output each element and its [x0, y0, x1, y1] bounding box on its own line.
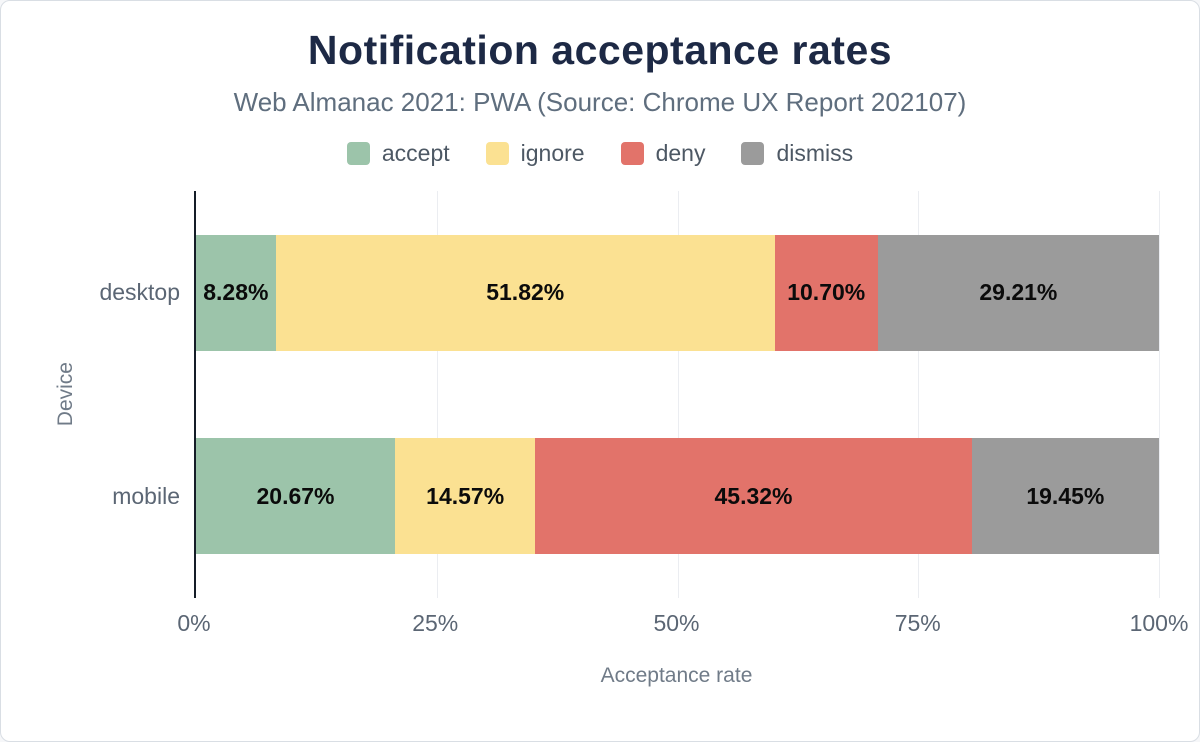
- bar-segment-mobile-deny: 45.32%: [535, 438, 972, 555]
- bar-segment-desktop-accept: 8.28%: [196, 234, 276, 351]
- x-tick-75: 75%: [894, 610, 941, 636]
- x-axis-title: Acceptance rate: [600, 664, 753, 687]
- chart-area: Device desktop mobile 8.28% 51.82% 10.70% 29…: [41, 191, 1188, 688]
- x-tick-25: 25%: [412, 610, 459, 636]
- legend-label-ignore: ignore: [520, 140, 585, 166]
- legend-item-deny: deny: [620, 140, 706, 167]
- bar-segment-mobile-accept: 20.67%: [196, 438, 396, 555]
- bar-value-label-mobile-accept: 20.67%: [256, 482, 335, 509]
- legend-label-dismiss: dismiss: [776, 140, 854, 166]
- bar-value-label-mobile-dismiss: 19.45%: [1026, 482, 1105, 509]
- gridline-50: [677, 191, 679, 598]
- bar-value-label-desktop-ignore: 51.82%: [486, 279, 565, 306]
- category-label-mobile: mobile: [112, 482, 180, 509]
- legend-label-deny: deny: [655, 140, 706, 166]
- legend-label-accept: accept: [381, 140, 450, 166]
- legend-swatch-deny: [620, 142, 644, 165]
- bar-value-label-desktop-deny: 10.70%: [787, 279, 866, 306]
- legend-swatch-accept: [346, 142, 370, 165]
- y-axis-title: Device: [54, 362, 77, 427]
- bar-value-label-mobile-ignore: 14.57%: [426, 482, 505, 509]
- bar-segment-mobile-dismiss: 19.45%: [971, 438, 1159, 555]
- bar-row-mobile: 20.67% 14.57% 45.32% 19.45%: [196, 395, 1159, 599]
- x-tick-0: 0%: [177, 610, 211, 636]
- legend-swatch-ignore: [485, 142, 509, 165]
- bar-segment-desktop-dismiss: 29.21%: [877, 234, 1160, 351]
- bar-row-desktop: 8.28% 51.82% 10.70% 29.21%: [196, 191, 1160, 395]
- bar-value-label-mobile-deny: 45.32%: [714, 482, 793, 509]
- chart-title: Notification acceptance rates: [307, 27, 893, 73]
- bar-segment-mobile-ignore: 14.57%: [395, 438, 536, 555]
- x-axis-ticks: 0% 25% 50% 75% 100%: [177, 598, 1188, 650]
- category-labels: desktop mobile: [91, 191, 194, 598]
- stacked-bar-desktop: 8.28% 51.82% 10.70% 29.21%: [196, 234, 1160, 351]
- legend-swatch-dismiss: [741, 142, 765, 165]
- gridline-25: [436, 191, 438, 598]
- chart-header: Notification acceptance rates Web Almana…: [1, 1, 1199, 118]
- x-tick-50: 50%: [653, 610, 700, 636]
- stacked-bar-mobile: 20.67% 14.57% 45.32% 19.45%: [196, 438, 1159, 555]
- chart-subtitle: Web Almanac 2021: PWA (Source: Chrome UX…: [233, 87, 967, 117]
- legend-item-ignore: ignore: [485, 140, 585, 167]
- chart-legend: accept ignore deny dismiss: [1, 140, 1199, 167]
- gridline-100: [1159, 191, 1160, 598]
- legend-item-dismiss: dismiss: [741, 140, 853, 167]
- legend-item-accept: accept: [346, 140, 450, 167]
- gridline-75: [918, 191, 920, 598]
- plot-area: 8.28% 51.82% 10.70% 29.21% 20.67% 14.57% 45.32…: [194, 191, 1160, 599]
- bar-value-label-desktop-accept: 8.28%: [203, 279, 269, 306]
- bar-segment-desktop-ignore: 51.82%: [275, 234, 775, 351]
- category-label-desktop: desktop: [99, 279, 180, 306]
- bar-segment-desktop-deny: 10.70%: [774, 234, 878, 351]
- x-tick-100: 100%: [1129, 610, 1189, 636]
- bar-value-label-desktop-dismiss: 29.21%: [979, 279, 1058, 306]
